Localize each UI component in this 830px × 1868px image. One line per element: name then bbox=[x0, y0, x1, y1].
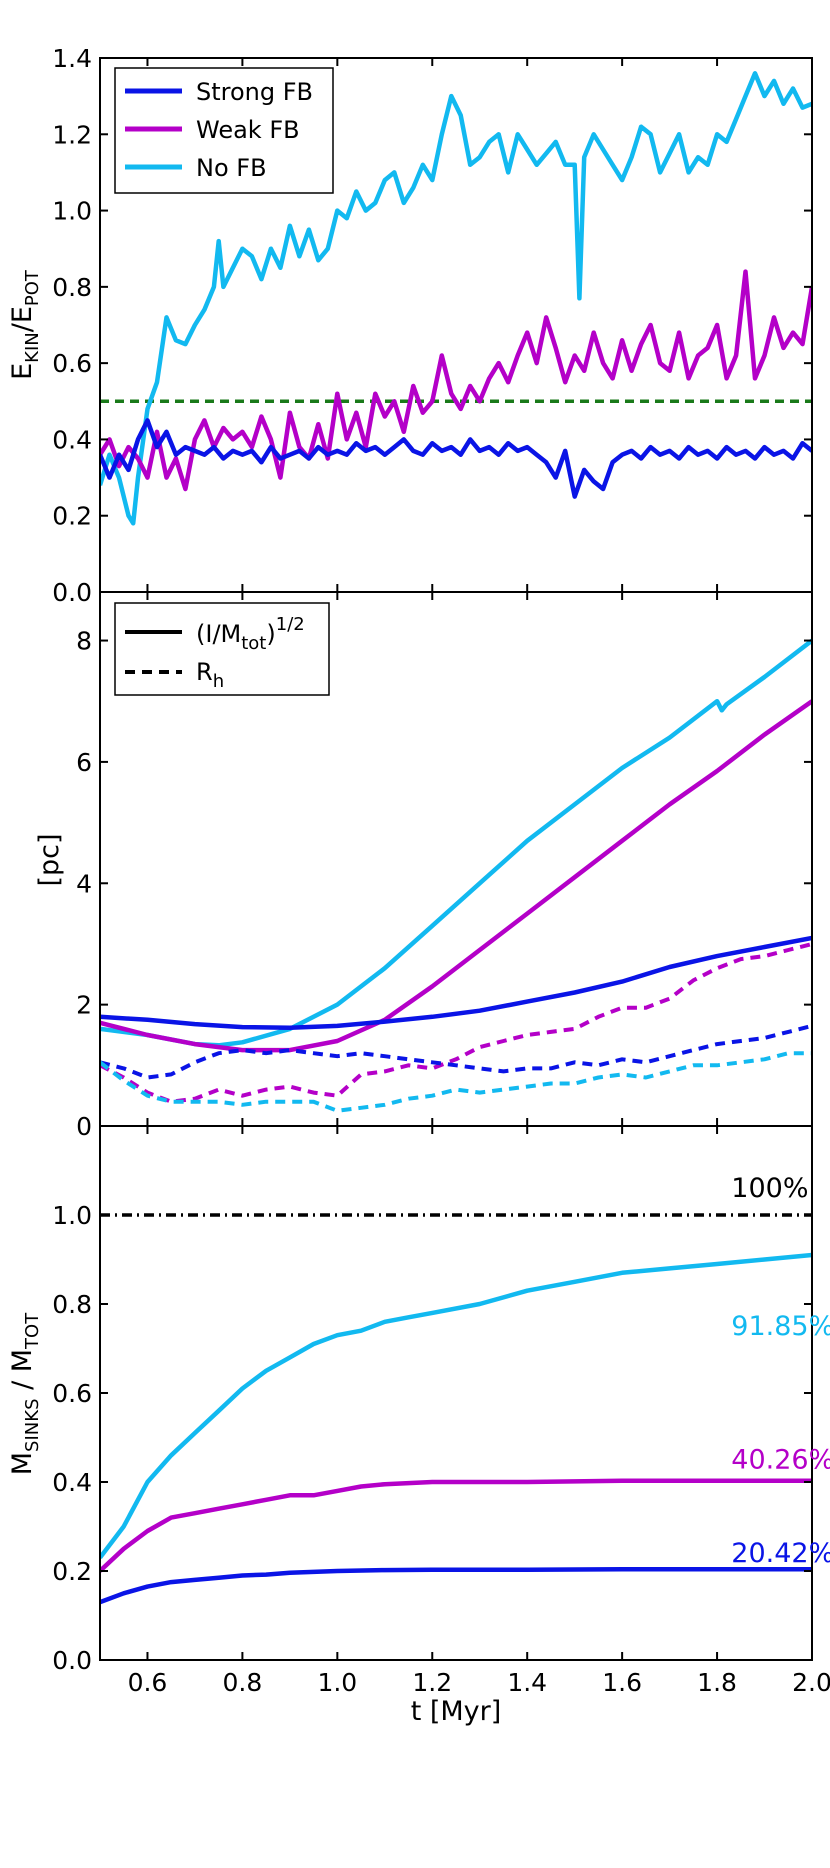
energy-ratio-series-strong-fb bbox=[100, 418, 812, 499]
legend-weak-fb-label: Weak FB bbox=[196, 116, 300, 144]
energy-ratio-ytick-label: 0.4 bbox=[52, 425, 92, 454]
radius-ytick-label: 2 bbox=[76, 991, 92, 1020]
sink-fraction-series-weak-fb bbox=[100, 1478, 812, 1573]
energy-ratio-ytick-label: 1.0 bbox=[52, 197, 92, 226]
sink-fraction-xtick-label: 1.6 bbox=[602, 1668, 642, 1697]
radius-series-weak-fb-i-mtot-1-2 bbox=[100, 699, 812, 1053]
annotation-91-85: 91.85% bbox=[731, 1311, 830, 1342]
energy-ratio-ytick-label: 0.2 bbox=[52, 502, 92, 531]
sink-fraction-series-strong-fb bbox=[100, 1566, 812, 1605]
energy-ratio-series-weak-fb bbox=[100, 269, 812, 492]
energy-ratio-ytick-label: 1.2 bbox=[52, 120, 92, 149]
sink-fraction-xtick-label: 0.8 bbox=[223, 1668, 263, 1697]
radius-ytick-label: 0 bbox=[76, 1112, 92, 1141]
legend-feedback: Strong FB Weak FB No FB bbox=[114, 67, 334, 194]
energy-ratio-ytick-label: 0.6 bbox=[52, 349, 92, 378]
sink-fraction-ytick-label: 0.8 bbox=[52, 1290, 92, 1319]
radius-series-no-fb-i-mtot-1-2 bbox=[100, 638, 812, 1048]
radius-series-strong-fb-rh bbox=[100, 1023, 812, 1080]
energy-ratio-series-no-fb bbox=[100, 71, 812, 526]
radius-series-weak-fb-rh bbox=[100, 942, 812, 1104]
annotation-20-42: 20.42% bbox=[731, 1538, 830, 1569]
energy-ratio-ytick-label: 0.0 bbox=[52, 578, 92, 607]
radius-ytick-label: 8 bbox=[76, 627, 92, 656]
sink-fraction-series-no-fb bbox=[100, 1252, 812, 1560]
sink-fraction-xtick-label: 1.0 bbox=[317, 1668, 357, 1697]
sink-fraction-xtick-label: 1.2 bbox=[412, 1668, 452, 1697]
legend-no-fb-label: No FB bbox=[196, 154, 267, 182]
legend-radius-measure: (I/Mtot)1/2 Rh bbox=[114, 602, 330, 696]
energy-ratio-ylabel: EKIN/EPOT bbox=[7, 269, 43, 380]
radius-series-no-fb-rh bbox=[100, 1051, 812, 1113]
sink-fraction-ytick-label: 0.4 bbox=[52, 1468, 92, 1497]
radius-ylabel: [pc] bbox=[34, 833, 65, 886]
sink-fraction-ytick-label: 0.6 bbox=[52, 1379, 92, 1408]
sink-fraction-ytick-label: 1.0 bbox=[52, 1201, 92, 1230]
energy-ratio-ytick-label: 0.8 bbox=[52, 273, 92, 302]
sink-fraction-ytick-label: 0.2 bbox=[52, 1557, 92, 1586]
panel-sink-fraction: 0.0 0.2 0.4 0.6 0.8 1.0 0.6 0.8 1.0 1.2 1.4 1.6 1.8 2… bbox=[7, 1125, 830, 1727]
annotation-100: 100% bbox=[731, 1173, 808, 1204]
legend-inertia-radius-label: (I/Mtot)1/2 bbox=[196, 614, 305, 654]
radius-series-strong-fb-i-mtot-1-2 bbox=[100, 935, 812, 1030]
sink-fraction-xtick-label: 2.0 bbox=[792, 1668, 830, 1697]
sink-fraction-xtick-label: 1.4 bbox=[507, 1668, 547, 1697]
radius-ytick-label: 4 bbox=[76, 869, 92, 898]
legend-radius-box bbox=[114, 602, 330, 696]
panel-radius: 0 2 4 6 8 (I/Mtot)1/2 Rh [pc] bbox=[34, 591, 813, 1141]
panel-energy-ratio: 0.0 0.2 0.4 0.6 0.8 1.0 1.2 1.4 Strong FB Weak … bbox=[7, 44, 813, 607]
legend-half-mass-radius-label: Rh bbox=[196, 658, 224, 692]
annotation-40-26: 40.26% bbox=[731, 1445, 830, 1476]
sink-fraction-xtick-label: 1.8 bbox=[697, 1668, 737, 1697]
sink-fraction-ylabel: MSINKS / MTOT bbox=[7, 1312, 43, 1475]
time-xlabel: t [Myr] bbox=[411, 1696, 502, 1727]
sink-fraction-ytick-label: 0.0 bbox=[52, 1646, 92, 1675]
radius-ytick-label: 6 bbox=[76, 748, 92, 777]
sink-fraction-xtick-label: 0.6 bbox=[128, 1668, 168, 1697]
energy-ratio-ytick-label: 1.4 bbox=[52, 44, 92, 73]
legend-strong-fb-label: Strong FB bbox=[196, 78, 313, 106]
